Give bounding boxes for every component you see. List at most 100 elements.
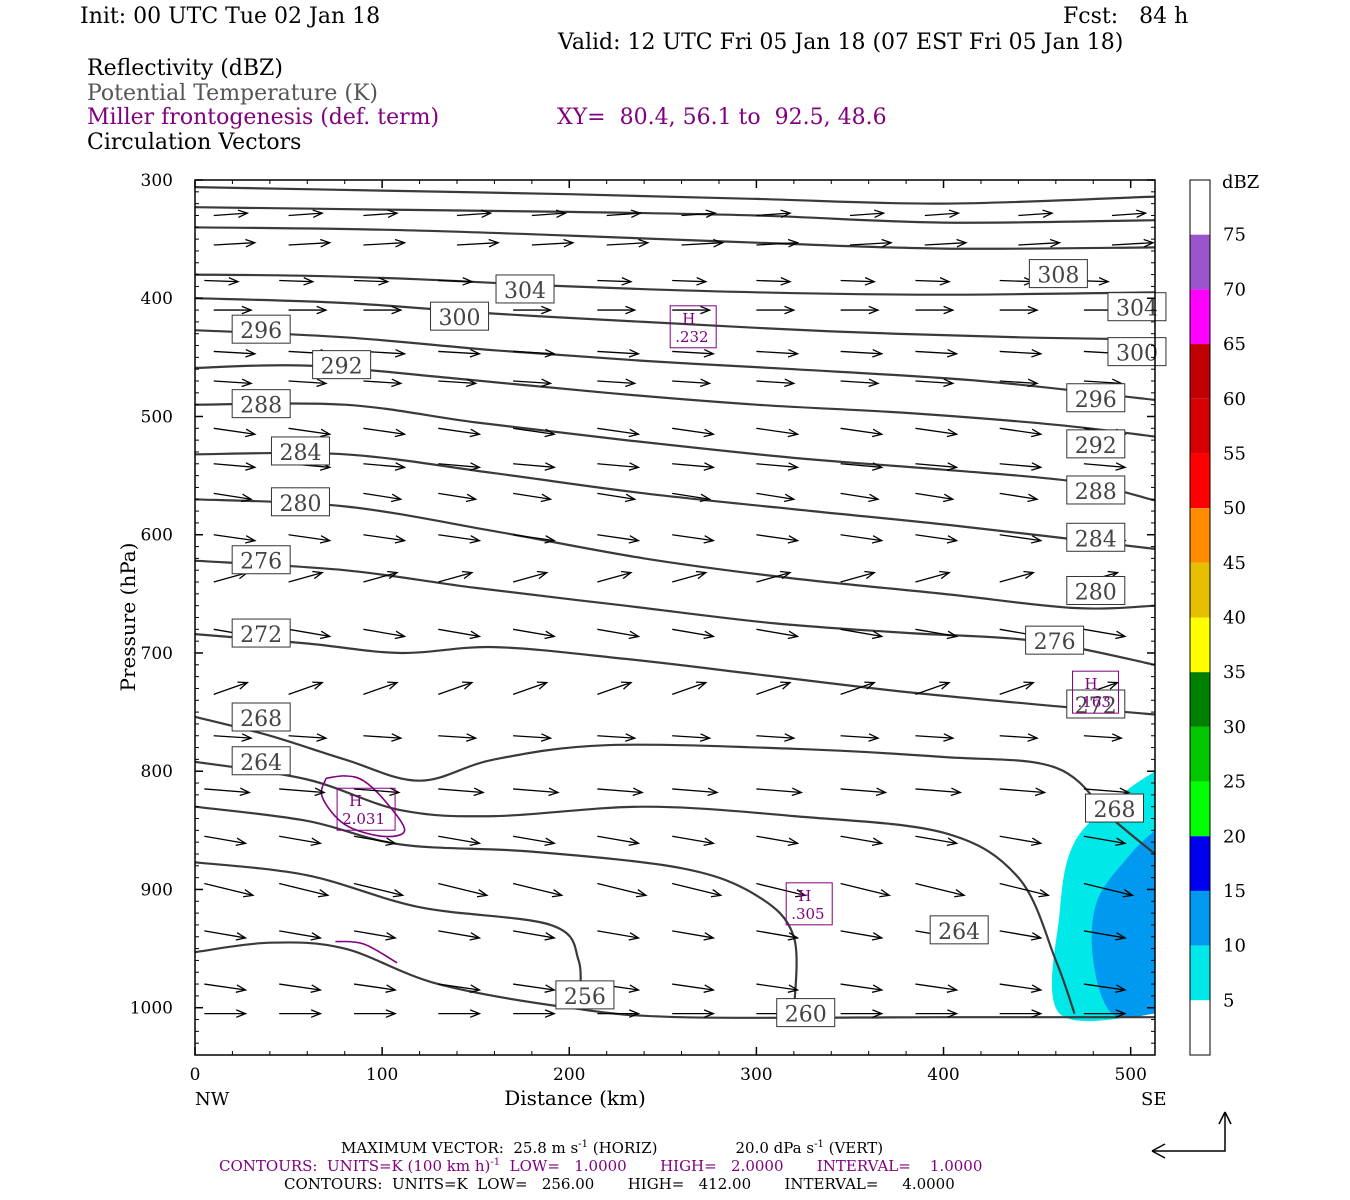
vector-shaft bbox=[363, 681, 398, 695]
vector-shaft bbox=[213, 463, 255, 468]
vector-head bbox=[703, 1009, 716, 1018]
vector-shaft bbox=[999, 279, 1034, 283]
vector-head bbox=[943, 305, 955, 315]
vector-head bbox=[392, 889, 405, 898]
circulation-vector bbox=[999, 835, 1043, 847]
footer-theta-contours: CONTOURS: UNITS=K LOW= 256.00 HIGH= 412.… bbox=[284, 1175, 955, 1193]
vector-head bbox=[703, 428, 716, 438]
vector-shaft bbox=[672, 492, 710, 500]
fronto-box bbox=[785, 882, 833, 926]
vector-head bbox=[787, 932, 800, 941]
colorbar-swatch bbox=[1190, 617, 1210, 673]
vector-shaft bbox=[999, 427, 1041, 435]
circulation-vector bbox=[915, 348, 959, 358]
vector-shaft bbox=[204, 279, 239, 283]
vector-shaft bbox=[363, 571, 398, 583]
vector-shaft bbox=[840, 427, 882, 435]
frontogenesis-max: H.305 bbox=[785, 882, 833, 926]
colorbar-tick-label: 60 bbox=[1223, 389, 1246, 410]
vector-shaft bbox=[531, 242, 574, 246]
circulation-vector bbox=[1083, 835, 1127, 847]
label-box bbox=[231, 702, 291, 732]
vector-head bbox=[1038, 889, 1051, 898]
circulation-vector bbox=[279, 277, 315, 286]
vector-shaft bbox=[438, 681, 473, 695]
circulation-vector bbox=[999, 305, 1039, 315]
fronto-max-symbol: H bbox=[798, 887, 811, 905]
circulation-vector bbox=[672, 492, 712, 503]
vector-shaft bbox=[840, 380, 879, 385]
vector-head bbox=[784, 733, 796, 742]
vector-shaft bbox=[438, 788, 484, 794]
circulation-vector bbox=[597, 305, 637, 315]
vector-head bbox=[939, 570, 951, 580]
circulation-vector bbox=[756, 348, 800, 358]
vector-head bbox=[780, 277, 792, 286]
vector-head bbox=[628, 462, 641, 471]
vector-shaft bbox=[756, 492, 794, 500]
vector-head bbox=[241, 305, 253, 315]
x-tick-label: 300 bbox=[740, 1065, 772, 1085]
vector-shaft bbox=[915, 788, 961, 794]
circulation-vector bbox=[1018, 238, 1062, 248]
axes-layer: 300 400 500 600 700 800 900 1000 0 100 200 300 400 50… bbox=[116, 171, 1166, 1110]
vector-head bbox=[540, 493, 553, 503]
circulation-vector bbox=[513, 733, 553, 742]
colorbar-swatch bbox=[1190, 344, 1210, 399]
theta-contour bbox=[194, 498, 1156, 610]
vector-head bbox=[787, 984, 800, 993]
vector-head bbox=[316, 378, 328, 388]
vector-head bbox=[871, 428, 884, 438]
circulation-vector bbox=[1083, 462, 1127, 471]
circulation-vector bbox=[915, 492, 955, 503]
vector-shaft bbox=[288, 242, 330, 246]
vector-head bbox=[235, 984, 248, 993]
vector-shaft bbox=[363, 534, 405, 542]
colorbar-tick-label: 20 bbox=[1223, 826, 1246, 847]
vector-shaft bbox=[597, 628, 639, 638]
colorbar-swatch bbox=[1190, 836, 1210, 891]
label-box bbox=[1028, 259, 1088, 289]
label-box bbox=[1066, 383, 1126, 413]
vector-head bbox=[469, 984, 482, 993]
circulation-vector bbox=[840, 534, 884, 544]
vector-shaft bbox=[1083, 735, 1122, 739]
circulation-vector bbox=[213, 733, 253, 742]
vector-shaft bbox=[756, 279, 791, 283]
vector-head bbox=[1030, 932, 1043, 941]
colorbar-swatch bbox=[1190, 508, 1210, 563]
circulation-vector bbox=[672, 983, 716, 993]
theta-contour-label: 296 bbox=[231, 314, 291, 344]
vector-head bbox=[628, 1009, 641, 1018]
circulation-vector bbox=[924, 209, 961, 219]
vector-shaft bbox=[513, 463, 555, 468]
vector-head bbox=[864, 681, 876, 690]
vector-head bbox=[872, 1009, 884, 1018]
label-text: 260 bbox=[785, 1003, 827, 1028]
vector-shaft bbox=[204, 930, 246, 939]
vector-shaft bbox=[672, 427, 714, 435]
vector-shaft bbox=[999, 571, 1034, 583]
vector-shaft bbox=[597, 427, 639, 435]
vector-head bbox=[879, 889, 891, 898]
circulation-vector bbox=[438, 427, 482, 438]
circulation-vector bbox=[840, 277, 877, 286]
vector-head bbox=[695, 570, 708, 580]
vector-head bbox=[544, 462, 557, 471]
vector-shaft bbox=[1083, 930, 1126, 939]
vector-head bbox=[636, 889, 648, 898]
vector-shaft bbox=[204, 882, 254, 897]
vector-shaft bbox=[915, 463, 957, 468]
circulation-vector bbox=[999, 492, 1039, 503]
vector-head bbox=[461, 570, 474, 580]
vector-head bbox=[700, 305, 712, 315]
vector-shaft bbox=[1083, 835, 1126, 844]
circulation-vector bbox=[512, 570, 549, 583]
init-time: Init: 00 UTC Tue 02 Jan 18 bbox=[80, 4, 381, 29]
vector-head bbox=[783, 493, 796, 503]
colorbar-tick-label: 50 bbox=[1223, 498, 1246, 519]
circulation-vector bbox=[1111, 209, 1148, 219]
vector-shaft bbox=[513, 788, 559, 794]
circulation-vector bbox=[513, 492, 553, 503]
vector-shaft bbox=[438, 882, 488, 897]
